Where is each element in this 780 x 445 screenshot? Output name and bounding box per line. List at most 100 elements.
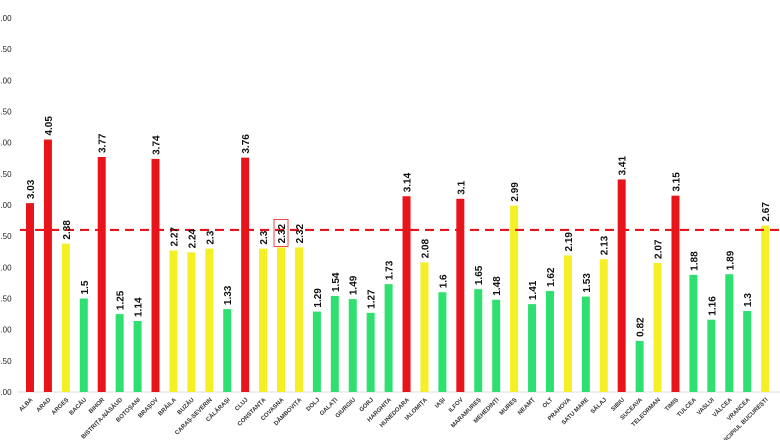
y-tick-label: 6.00 (0, 14, 12, 23)
value-label: 3.74 (152, 135, 163, 155)
y-tick-label: 5.00 (0, 76, 12, 85)
bar (402, 196, 411, 392)
x-tick-label: ALBA (18, 397, 34, 413)
value-label: 2.3 (205, 230, 216, 244)
bar (61, 243, 70, 392)
bar (653, 262, 662, 392)
value-label: 1.48 (492, 276, 503, 296)
y-axis: 0.00 0.50 1.00 1.50 2.00 2.50 3.00 3.50 4.00 4.50… (0, 14, 780, 397)
x-tick-label: IAȘI (434, 397, 447, 410)
y-tick-label: 3.00 (0, 201, 12, 210)
value-label: 3.03 (26, 179, 37, 199)
value-label: 2.08 (420, 238, 431, 258)
value-label: 2.27 (169, 227, 180, 247)
value-label: 1.53 (582, 273, 593, 293)
bar (420, 262, 429, 392)
bar (133, 320, 142, 392)
bar (492, 299, 501, 392)
bar (223, 309, 232, 392)
y-tick-label: 0.50 (0, 357, 12, 366)
bar (348, 299, 357, 392)
bar (510, 205, 519, 392)
value-label: 1.5 (80, 280, 91, 294)
x-tick-label: BACĂU (68, 396, 88, 416)
value-label: 1.33 (223, 285, 234, 305)
value-label: 1.54 (331, 272, 342, 292)
y-tick-label: 5.50 (0, 45, 12, 54)
value-labels: 3.03 4.05 2.38 1.5 3.77 1.25 1.14 3.74 2.27 2.24 2… (26, 116, 772, 337)
value-label: 2.32 (277, 223, 288, 243)
value-label: 3.41 (618, 156, 629, 176)
y-tick-label: 2.50 (0, 232, 12, 241)
bar (761, 225, 770, 392)
bar (294, 247, 303, 392)
value-label: 2.67 (761, 202, 772, 222)
y-tick-label: 3.50 (0, 170, 12, 179)
bar (725, 274, 734, 392)
bar (545, 291, 554, 392)
bar (366, 312, 375, 392)
value-label: 1.65 (474, 265, 485, 285)
x-tick-label: SĂLAJ (589, 396, 608, 415)
value-label: 1.14 (134, 297, 145, 317)
x-tick-label: ARAD (36, 397, 53, 414)
x-tick-label: GORJ (359, 397, 375, 413)
value-label: 2.24 (187, 228, 198, 248)
y-tick-label: 4.00 (0, 139, 12, 148)
bar (277, 247, 286, 392)
bar (528, 304, 537, 392)
value-label: 1.89 (725, 250, 736, 270)
value-label: 1.27 (367, 289, 378, 309)
x-tick-label: TIMIȘ (664, 397, 680, 413)
value-label: 3.14 (403, 172, 414, 192)
bar (241, 157, 250, 392)
bar (474, 289, 483, 392)
value-label: 1.73 (385, 260, 396, 280)
bar (169, 250, 178, 392)
value-label: 2.07 (654, 239, 665, 259)
bar (330, 296, 339, 392)
value-label: 3.77 (98, 133, 109, 153)
x-tick-label: NEAMȚ (517, 397, 537, 417)
bar (205, 248, 214, 392)
y-tick-label: 0.00 (0, 388, 12, 397)
value-label: 2.3 (259, 230, 270, 244)
bar (97, 157, 106, 392)
value-label: 2.38 (62, 220, 73, 240)
value-label: 1.29 (313, 288, 324, 308)
value-label: 2.32 (295, 223, 306, 243)
x-tick-label: SIBIU (611, 397, 627, 413)
bar (671, 195, 680, 392)
value-label: 1.62 (546, 267, 557, 287)
value-label: 1.88 (689, 251, 700, 271)
x-tick-label: BRĂILA (157, 396, 178, 417)
x-tick-label: MUREȘ (499, 397, 519, 417)
x-tick-label: DOLJ (306, 397, 322, 413)
bar (79, 298, 88, 392)
highlight-box (273, 218, 289, 247)
bar (438, 292, 447, 392)
bars (26, 139, 770, 392)
bar (581, 296, 590, 392)
x-tick-label: CLUJ (234, 397, 249, 412)
value-label: 0.82 (636, 317, 647, 337)
value-label: 1.16 (707, 296, 718, 316)
value-label: 1.3 (743, 293, 754, 307)
x-tick-label: ARGEȘ (51, 397, 70, 416)
bar (599, 259, 608, 392)
value-label: 2.99 (510, 182, 521, 202)
value-label: 1.49 (349, 275, 360, 295)
value-label: 2.13 (600, 235, 611, 255)
bar (187, 252, 196, 392)
bar (151, 158, 160, 392)
value-label: 4.05 (44, 116, 55, 136)
x-tick-label: TULCEA (676, 397, 698, 419)
bar (43, 139, 52, 392)
bar (689, 274, 698, 392)
value-label: 2.19 (564, 232, 575, 252)
bar (617, 179, 626, 392)
bar (743, 310, 752, 392)
y-tick-label: 1.50 (0, 295, 12, 304)
